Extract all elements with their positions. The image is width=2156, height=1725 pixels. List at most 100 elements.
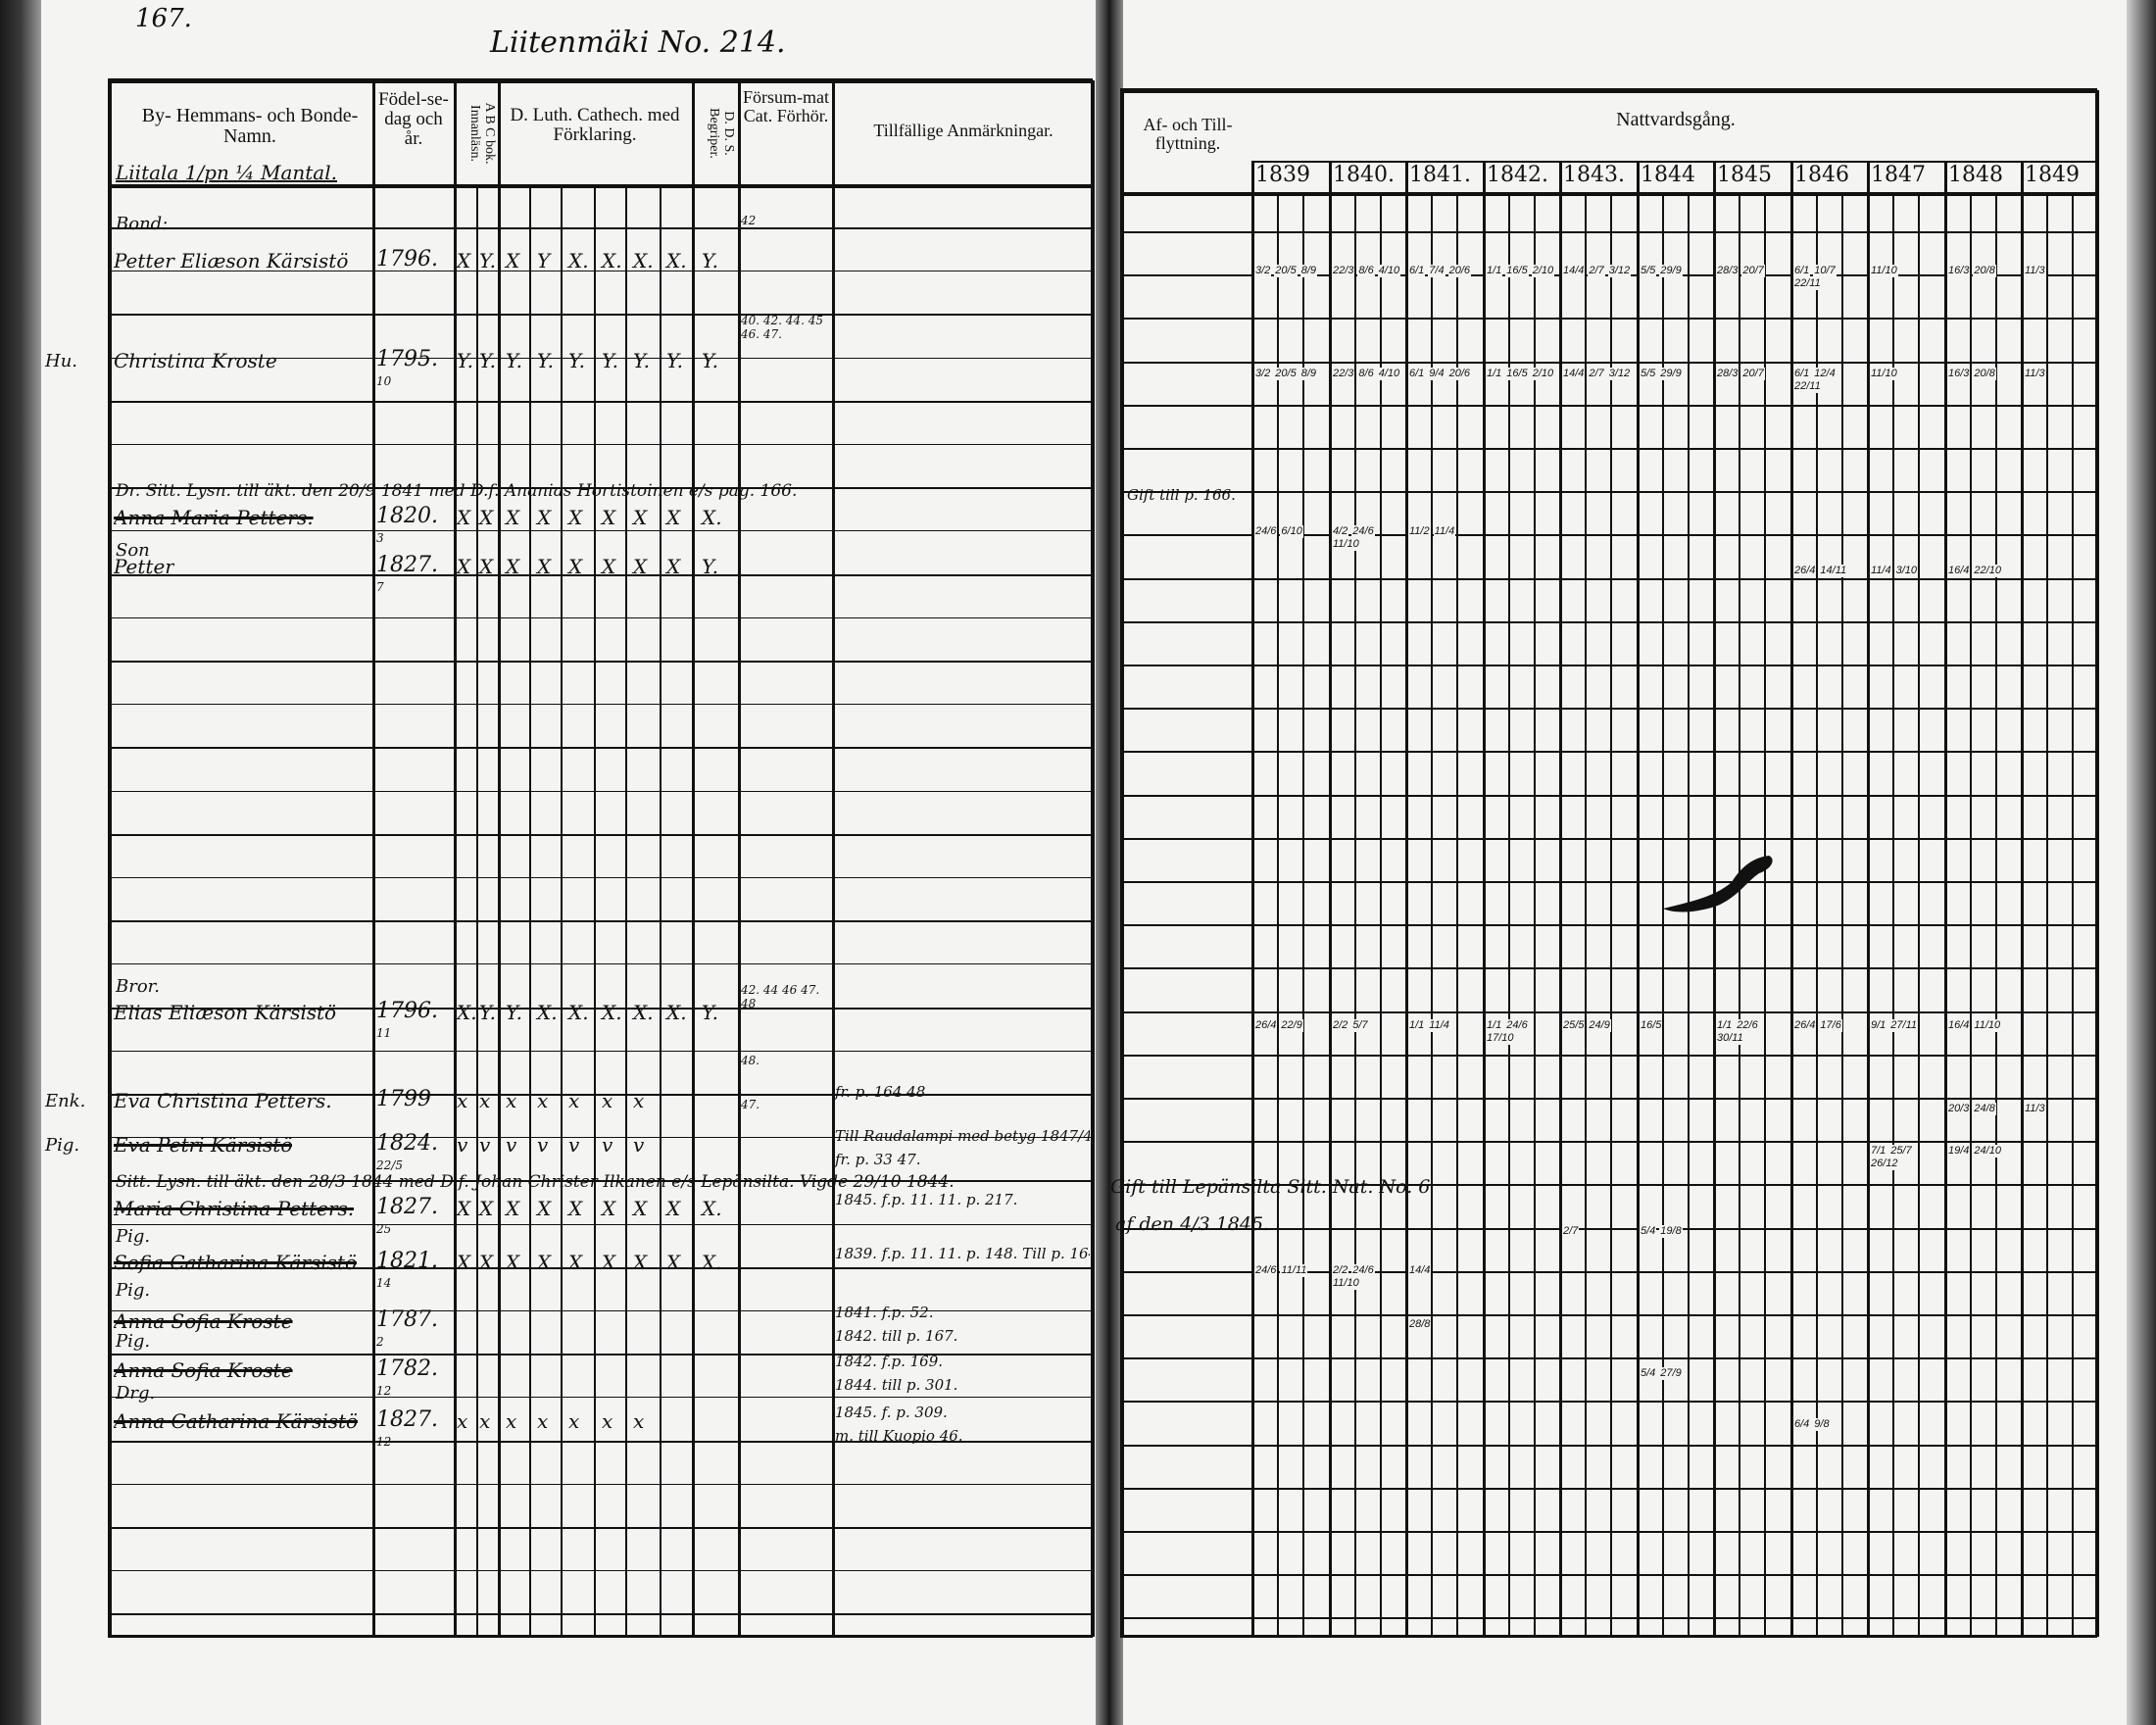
communion-cell: 19/4 24/10 bbox=[1947, 1145, 2020, 1158]
communion-date: 25/5 bbox=[1562, 1019, 1586, 1032]
page-number: 167. bbox=[135, 4, 192, 33]
row-rule bbox=[1120, 1357, 2097, 1359]
reading-mark: X bbox=[568, 1251, 583, 1274]
communion-date: 24/10 bbox=[1973, 1145, 2002, 1158]
communion-date: 22/6 bbox=[1736, 1019, 1759, 1032]
communion-cell: 11/3 bbox=[2024, 265, 2096, 277]
communion-date: 2/7 bbox=[1562, 1225, 1580, 1238]
communion-date: 20/3 bbox=[1947, 1103, 1971, 1115]
communion-date: 24/6 bbox=[1351, 1264, 1375, 1277]
sub-column-rule bbox=[1354, 194, 1356, 1635]
reading-mark: v bbox=[568, 1133, 580, 1157]
communion-cell: 26/4 17/6 bbox=[1793, 1019, 1866, 1032]
year-column-rule bbox=[1790, 161, 1793, 1637]
communion-date: 8/9 bbox=[1299, 368, 1318, 380]
row-rule bbox=[108, 314, 1093, 316]
communion-date: 17/10 bbox=[1486, 1032, 1515, 1045]
communion-date: 26/4 bbox=[1254, 1019, 1278, 1032]
communion-date: 24/6 bbox=[1254, 1264, 1278, 1277]
communion-date: 11/10 bbox=[1973, 1019, 2002, 1032]
communion-date: 4/10 bbox=[1377, 368, 1401, 380]
reading-mark: X bbox=[633, 506, 648, 529]
header-communion: Nattvardsgång. bbox=[1616, 109, 1736, 130]
communion-date: 6/1 bbox=[1793, 368, 1811, 380]
year-column-rule bbox=[1637, 161, 1640, 1637]
year-column-rule bbox=[1483, 161, 1486, 1637]
scan-right-edge bbox=[2127, 0, 2156, 1725]
communion-date: 11/10 bbox=[1332, 538, 1360, 551]
communion-date: 8/9 bbox=[1299, 265, 1318, 277]
row-rule bbox=[108, 661, 1093, 663]
communion-cell: 26/4 22/9 bbox=[1254, 1019, 1327, 1032]
row-rule bbox=[1120, 231, 2097, 233]
communion-date: 19/8 bbox=[1659, 1225, 1683, 1238]
communion-cell: 1/1 11/4 bbox=[1408, 1019, 1481, 1032]
communion-cell: 1/1 16/5 2/10 bbox=[1486, 265, 1558, 277]
row-rule bbox=[108, 920, 1093, 922]
communion-date: 20/5 bbox=[1274, 265, 1298, 277]
remark: Till Raudalampi med betyg 1847/48 bbox=[835, 1127, 1090, 1145]
communion-cell: 6/1 12/4 22/11 bbox=[1793, 368, 1866, 393]
ink-blot bbox=[1661, 848, 1779, 920]
reading-mark: x bbox=[506, 1089, 517, 1112]
row-rule bbox=[108, 1267, 1093, 1269]
communion-date: 27/11 bbox=[1889, 1019, 1919, 1032]
year-column-rule bbox=[1405, 161, 1408, 1637]
reading-mark: x bbox=[479, 1089, 491, 1112]
sub-column-rule bbox=[1431, 194, 1433, 1635]
header-name: By- Hemmans- och Bonde-Namn. bbox=[141, 105, 359, 147]
reading-mark: x bbox=[633, 1409, 645, 1433]
communion-date: 5/5 bbox=[1640, 265, 1657, 277]
farm-title: Liitenmäki No. 214. bbox=[490, 25, 786, 60]
sub-column-rule bbox=[1892, 194, 1894, 1635]
reading-mark: x bbox=[537, 1409, 549, 1433]
column-rule bbox=[1120, 90, 1124, 1637]
row-rule bbox=[1120, 1617, 2097, 1619]
communion-date: 20/5 bbox=[1274, 368, 1298, 380]
reading-mark: Y. bbox=[506, 349, 522, 372]
communion-cell: 6/1 10/7 22/11 bbox=[1793, 265, 1866, 290]
communion-cell: 16/5 bbox=[1640, 1019, 1712, 1032]
communion-date: 2/10 bbox=[1531, 265, 1555, 277]
communion-date: 22/3 bbox=[1332, 265, 1355, 277]
communion-date: 14/4 bbox=[1562, 265, 1586, 277]
person-name: Christina Kroste bbox=[114, 349, 277, 372]
communion-date: 8/6 bbox=[1357, 368, 1375, 380]
reading-mark: X. bbox=[568, 249, 589, 272]
row-rule bbox=[1120, 621, 2097, 623]
year-rule bbox=[1251, 161, 2097, 163]
communion-date: 20/6 bbox=[1447, 368, 1472, 380]
entry-role-note: Sitt. Lysn. till äkt. den 28/3 1844 med … bbox=[116, 1172, 955, 1192]
reading-mark: v bbox=[537, 1133, 549, 1157]
communion-date: 7/1 bbox=[1870, 1145, 1887, 1158]
row-rule bbox=[1120, 1314, 2097, 1316]
communion-date: 1/1 bbox=[1408, 1019, 1426, 1032]
reading-mark: X bbox=[633, 1197, 648, 1220]
communion-date: 26/12 bbox=[1870, 1158, 1899, 1170]
column-rule bbox=[529, 186, 531, 1635]
row-rule bbox=[108, 574, 1093, 576]
reading-mark: x bbox=[506, 1409, 517, 1433]
communion-date: 20/6 bbox=[1447, 265, 1472, 277]
communion-date: 2/2 bbox=[1332, 1019, 1349, 1032]
communion-cell: 6/1 7/4 20/6 bbox=[1408, 265, 1481, 277]
sub-column-rule bbox=[1764, 194, 1766, 1635]
communion-date: 2/2 bbox=[1332, 1264, 1349, 1277]
column-rule bbox=[108, 80, 112, 1637]
communion-cell: 16/4 22/10 bbox=[1947, 565, 2020, 577]
row-rule bbox=[108, 1051, 1093, 1052]
reading-mark: x bbox=[457, 1089, 468, 1112]
remark: 1842. till p. 167. bbox=[835, 1327, 958, 1345]
sub-column-rule bbox=[1739, 194, 1740, 1635]
reading-mark: x bbox=[633, 1089, 645, 1112]
reading-mark: X bbox=[479, 1197, 494, 1220]
birth-year: 1799 bbox=[376, 1087, 431, 1111]
row-rule bbox=[1120, 1271, 2097, 1273]
reading-mark: X bbox=[537, 1251, 552, 1274]
remark: 1845. f. p. 309. bbox=[835, 1404, 948, 1421]
communion-date: 29/9 bbox=[1659, 265, 1683, 277]
reading-mark: X bbox=[506, 1197, 520, 1220]
reading-mark: X bbox=[479, 555, 494, 578]
reading-mark: Y. bbox=[479, 1001, 496, 1024]
move-note: Gift till p. 166. bbox=[1127, 486, 1236, 504]
